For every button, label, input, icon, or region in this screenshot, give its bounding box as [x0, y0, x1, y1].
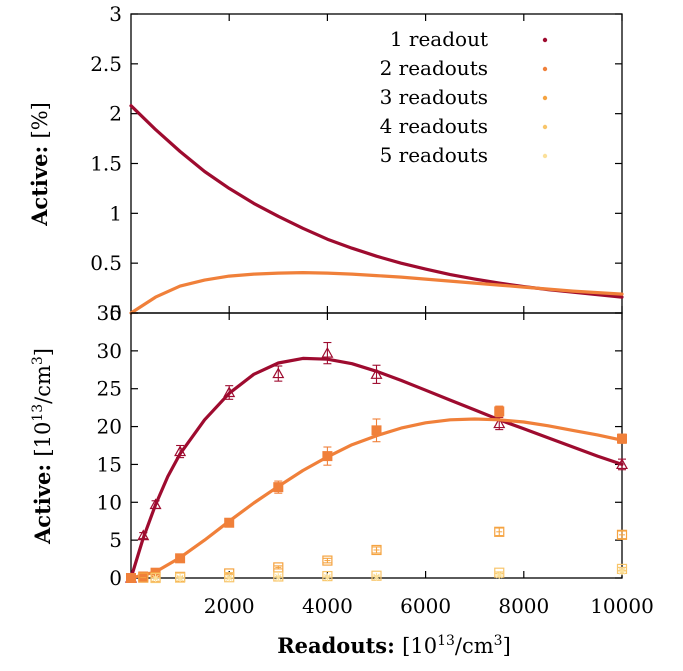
bottom-series-5 [150, 563, 628, 584]
data-point [322, 555, 333, 566]
legend: 1 readout 2 readouts 3 readouts 4 readouts 5… [380, 27, 548, 167]
data-point [323, 573, 332, 582]
top-ylabel: Active: [%] [27, 102, 52, 227]
bottom-ytick-label: 35 [97, 301, 122, 325]
data-point [321, 346, 334, 358]
data-point-stroke [152, 574, 159, 582]
legend-label-5: 5 readouts [380, 143, 488, 167]
bottom-xtick-label: 6000 [400, 594, 451, 618]
bottom-ylabel-sup2: 3 [30, 356, 46, 365]
top-ytick-label: 0 [109, 301, 122, 325]
top-ytick-label: 2 [109, 102, 122, 126]
top-ylabel-unit: [%] [28, 102, 52, 138]
data-point [495, 570, 504, 579]
top-panel: 0 0.5 1 1.5 2 2.5 3 1 readout 2 readouts 3 readou… [90, 2, 624, 325]
top-series-curve-2 [129, 271, 624, 315]
bottom-panel: 0 5 10 15 20 25 30 35 2000 4000 6000 8000 10000 [97, 301, 654, 618]
top-ylabel-group: Active: [%] [27, 102, 52, 227]
top-ylabel-bold: Active: [27, 138, 52, 226]
data-point [616, 529, 628, 540]
data-point [225, 573, 234, 582]
axis-labels: Active: [%]Active: [1013/cm3]Readouts: [… [27, 102, 511, 658]
xlabel-bold: Readouts: [277, 633, 402, 658]
data-point [224, 572, 235, 583]
xlabel-unit-tail: /cm [455, 634, 494, 658]
xlabel-sup2: 3 [494, 633, 503, 649]
top-ytick-label: 1.5 [90, 152, 122, 176]
bottom-xtick-label: 4000 [302, 594, 353, 618]
data-point-stroke [373, 573, 380, 581]
data-point [272, 367, 285, 379]
legend-label-1: 1 readout [390, 27, 488, 51]
bottom-ytick-label: 20 [97, 415, 122, 439]
bottom-fit-curve-1 [129, 356, 624, 580]
top-plot-frame [130, 13, 623, 314]
bottom-ylabel-group: Active: [1013/cm3] [30, 348, 55, 545]
data-point [274, 573, 283, 582]
data-point [371, 544, 382, 556]
bottom-ylabel: Active: [1013/cm3] [30, 348, 55, 545]
bottom-ylabel-unit-tail: /cm [31, 365, 55, 404]
data-point-stroke [323, 573, 331, 581]
xlabel-unit: [10 [402, 634, 437, 658]
data-point [493, 417, 506, 429]
legend-marker-4 [542, 124, 548, 130]
xlabel-sup: 13 [437, 633, 455, 649]
top-ytick-label: 0.5 [90, 251, 122, 275]
legend-marker-1 [542, 37, 548, 43]
xlabel-close: ] [503, 634, 511, 658]
data-point-stroke [618, 567, 626, 575]
data-point-stroke [176, 574, 184, 582]
legend-label-3: 3 readouts [380, 85, 488, 109]
bottom-ytick-label: 0 [109, 566, 122, 590]
bottom-ytick-label: 5 [109, 528, 122, 552]
data-point [372, 572, 381, 581]
bottom-ytick-label: 15 [97, 452, 122, 476]
bottom-xtick-label: 10000 [590, 594, 654, 618]
data-point-stroke [225, 574, 233, 582]
data-point [618, 567, 626, 576]
bottom-ylabel-unit: [10 [31, 422, 55, 457]
bottom-xtick-label: 2000 [204, 594, 255, 618]
top-ytick-label: 2.5 [90, 52, 122, 76]
top-series-curve-1 [129, 104, 624, 299]
bottom-xtick-label: 8000 [498, 594, 549, 618]
bottom-ylabel-bold: Active: [30, 457, 55, 545]
legend-marker-2 [542, 66, 548, 72]
bottom-series-2 [126, 405, 627, 583]
data-point-stroke [495, 571, 503, 579]
data-point [138, 572, 149, 583]
legend-marker-5 [542, 153, 548, 159]
top-ytick-label: 1 [109, 201, 122, 225]
legend-label-2: 2 readouts [380, 56, 488, 80]
bottom-series-6 [151, 567, 626, 582]
bottom-ylabel-sup: 13 [30, 404, 46, 422]
legend-marker-3 [542, 95, 548, 101]
bottom-ytick-label: 30 [97, 339, 122, 363]
bottom-fit-curve-3 [129, 417, 624, 580]
bottom-ylabel-close: ] [31, 348, 55, 356]
top-ytick-label: 3 [109, 2, 122, 26]
data-point [494, 526, 505, 537]
data-point-stroke [274, 573, 282, 581]
data-point [494, 406, 505, 417]
data-point [150, 572, 161, 584]
data-point [175, 572, 186, 583]
data-point [151, 574, 160, 582]
bottom-ytick-label: 25 [97, 377, 122, 401]
data-point [176, 574, 185, 582]
bottom-ytick-label: 10 [97, 490, 122, 514]
legend-label-4: 4 readouts [380, 114, 488, 138]
xlabel: Readouts: [1013/cm3] [277, 633, 511, 658]
